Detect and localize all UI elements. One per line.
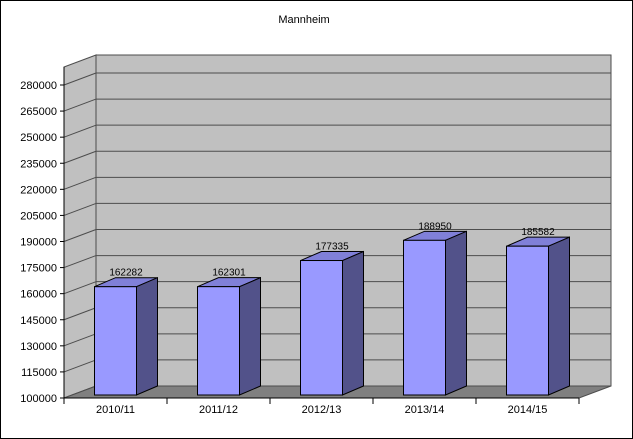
y-axis-label: 235000 [20, 158, 57, 170]
y-axis-label: 265000 [20, 106, 57, 118]
gridline-side [63, 150, 97, 164]
plot-area: 100000 115000 130000 145000 160000 175000 1900… [20, 54, 612, 416]
gridline-side [63, 176, 97, 190]
bar [300, 260, 343, 396]
y-axis-label: 280000 [20, 80, 57, 92]
y-axis-label: 220000 [20, 184, 57, 196]
x-category-label: 2011/12 [199, 404, 238, 416]
bar [197, 286, 240, 396]
bar-data-label: 162282 [109, 268, 143, 279]
bar [403, 239, 446, 396]
bar-side-face [445, 230, 467, 396]
gridline-side [63, 124, 97, 138]
gridline-side [63, 229, 97, 242]
bar-side-face [136, 276, 158, 396]
bar [94, 286, 137, 396]
gridline-side [63, 255, 97, 269]
y-axis-label: 190000 [20, 237, 57, 249]
bar-data-label: 185582 [521, 227, 555, 238]
bar-side-face [342, 250, 364, 396]
x-category-label: 2012/13 [302, 404, 342, 416]
x-category-label: 2013/14 [405, 404, 445, 416]
y-axis-label: 115000 [21, 367, 57, 379]
side-wall [63, 54, 97, 399]
bar-data-label: 188950 [418, 221, 452, 232]
bar-side-face [548, 236, 570, 396]
x-category-label: 2010/11 [96, 404, 135, 416]
chart-title: Mannheim [278, 14, 329, 26]
gridline-side [63, 333, 97, 347]
y-axis-label: 205000 [20, 210, 57, 222]
gridline-side [63, 281, 97, 295]
bar [506, 245, 549, 396]
gridline-side [63, 359, 97, 373]
y-axis-label: 160000 [20, 289, 57, 301]
y-axis-label: 250000 [20, 132, 57, 144]
gridline-side [63, 98, 97, 112]
x-category-label: 2014/15 [508, 404, 548, 416]
gridline-side [63, 202, 97, 216]
gridline-side [63, 307, 97, 321]
y-axis-label: 130000 [20, 341, 57, 353]
bar-side-face [239, 276, 261, 396]
y-axis-label: 175000 [20, 263, 57, 275]
bar-data-label: 162301 [212, 268, 246, 279]
y-axis-label: 145000 [20, 315, 57, 327]
gridline-side [63, 72, 97, 86]
bar-data-label: 177335 [315, 242, 349, 253]
y-axis-label: 100000 [20, 393, 57, 405]
